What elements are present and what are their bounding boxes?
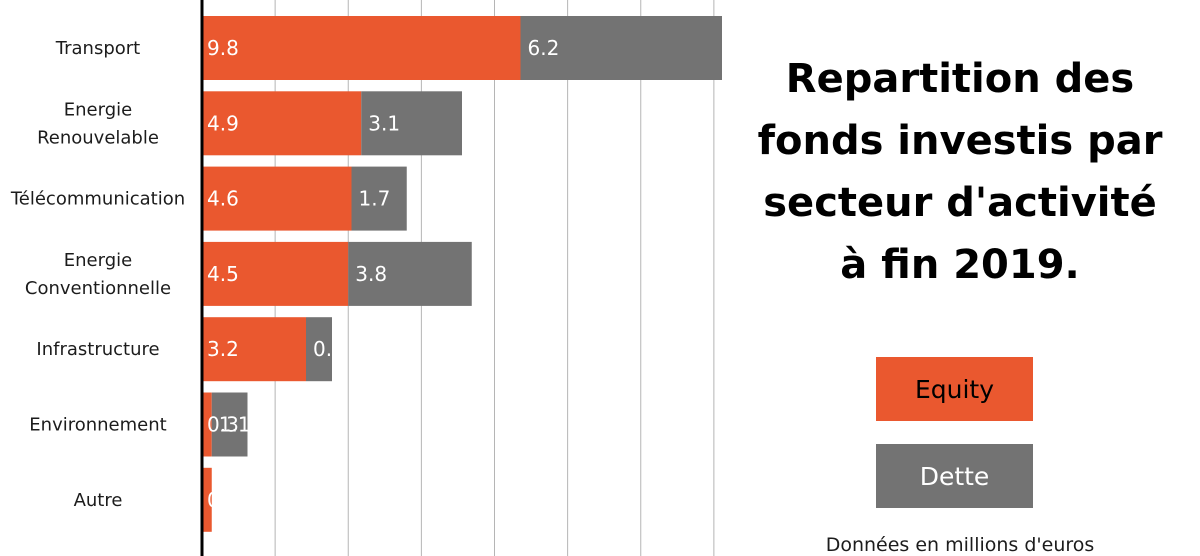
category-label-4: Infrastructure [36, 339, 159, 360]
data-label-dette-1: 3.1 [368, 111, 400, 135]
legend-dette-label: Dette [919, 461, 990, 491]
bar-equity-1 [202, 91, 362, 156]
bar-dette-0 [520, 16, 722, 80]
bar-equity-5 [202, 392, 212, 457]
data-label-equity-2: 4.6 [207, 187, 239, 211]
footnote: Données en millions d'euros [825, 534, 1095, 556]
legend-dette: Dette [876, 444, 1033, 508]
data-label-equity-0: 9.8 [207, 36, 239, 60]
data-label-equity-4: 3.2 [207, 337, 239, 361]
category-label-0: Transport [55, 38, 140, 59]
chart-title: Repartition des fonds investis par secte… [757, 56, 1163, 288]
chart: 9.8 6.24.9 3.14.6 1.74.5 3.83.2 0.80.31.10.3 … [10, 0, 722, 556]
data-labels: 9.8 6.24.9 3.14.6 1.74.5 3.83.2 0.80.31.10.3 [207, 36, 559, 512]
bar-equity-0 [202, 16, 521, 80]
bar-equity-2 [202, 166, 352, 231]
bar-dette-2 [351, 166, 407, 231]
data-label-equity-6: 0.3 [207, 488, 239, 512]
data-label-dette-4: 0.8 [313, 337, 345, 361]
legend-equity: Equity [876, 357, 1033, 421]
category-label-2: Télécommunication [10, 189, 185, 210]
category-label-1: Energie Renouvelable [37, 99, 159, 148]
data-label-dette-3: 3.8 [355, 262, 387, 286]
category-label-6: Autre [74, 490, 123, 511]
category-label-3: Energie Conventionnelle [25, 250, 171, 299]
bar-equity-6 [202, 467, 212, 532]
bars [202, 16, 722, 532]
bar-equity-4 [202, 317, 306, 382]
category-labels: Transport Energie Renouvelable Télécommunic… [10, 38, 185, 511]
data-label-dette-5: 1.1 [219, 413, 251, 437]
bar-dette-4 [306, 317, 332, 382]
category-label-5: Environnement [29, 415, 166, 436]
legend-equity-label: Equity [914, 374, 995, 404]
bar-equity-3 [202, 241, 349, 306]
bar-dette-5 [211, 392, 248, 457]
data-label-dette-2: 1.7 [359, 187, 391, 211]
bar-dette-1 [361, 91, 462, 156]
data-label-equity-3: 4.5 [207, 262, 239, 286]
data-label-dette-0: 6.2 [528, 36, 560, 60]
data-label-equity-5: 0.3 [207, 413, 239, 437]
bar-dette-3 [348, 241, 472, 306]
data-label-equity-1: 4.9 [207, 111, 239, 135]
